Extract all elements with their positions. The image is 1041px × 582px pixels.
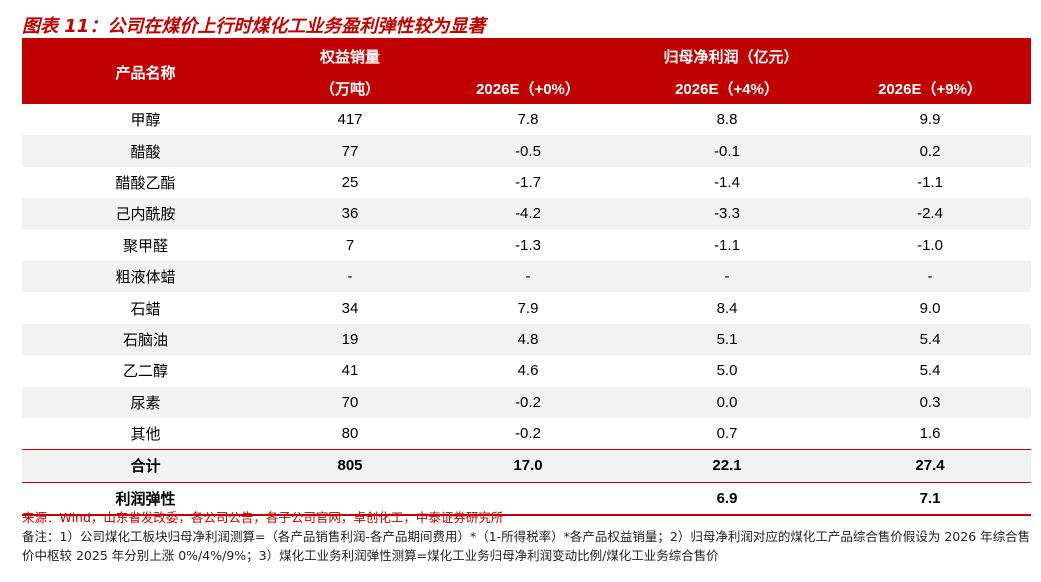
cell-s4: 5.1 — [625, 323, 829, 356]
cell-volume: 80 — [341, 425, 359, 443]
cell-s4: -3.3 — [625, 198, 829, 230]
title-rule — [22, 38, 1031, 40]
cell-s0: 4.6 — [517, 362, 539, 380]
cell-s9: 27.4 — [829, 449, 1032, 483]
cell-volume: 41 — [341, 362, 359, 380]
cell-s4: 6.9 — [625, 481, 829, 517]
cell-s0: - — [431, 260, 625, 293]
cell-s0: 7.9 — [517, 299, 539, 317]
cell-s0: 17.0 — [431, 449, 625, 483]
header-scenario-0: 2026E（+0%） — [431, 72, 625, 104]
source-note: 来源：Wind，山东省发改委，各公司公告，各子公司官网，卓创化工，中泰证券研究所 — [22, 510, 504, 525]
cell-volume: 805 — [269, 449, 431, 483]
cell-s4: -1.1 — [714, 236, 740, 254]
header-scenario-4: 2026E（+4%） — [625, 72, 829, 104]
cell-s9: 0.2 — [829, 135, 1032, 167]
table-row: 石脑油 19 4.8 5.1 5.4 — [22, 323, 1032, 356]
cell-volume: 7 — [345, 236, 355, 254]
cell-volume: - — [269, 260, 431, 293]
cell-s0: -1.7 — [515, 173, 541, 191]
table-row: 己内酰胺 36 -4.2 -3.3 -2.4 — [22, 198, 1032, 230]
cell-name: 醋酸 — [22, 135, 269, 167]
cell-name: 聚甲醛 — [122, 236, 168, 255]
cell-s4: 5.0 — [716, 362, 738, 380]
cell-s9: -1.0 — [917, 236, 943, 254]
cell-volume: 34 — [341, 299, 359, 317]
cell-name: 醋酸乙酯 — [115, 173, 176, 192]
cell-s4: 8.8 — [716, 111, 738, 129]
cell-s0: -0.5 — [431, 135, 625, 167]
cell-volume — [269, 481, 431, 517]
table-row: 醋酸乙酯 25 -1.7 -1.4 -1.1 — [22, 167, 1031, 198]
header-profit-group: 归母净利润（亿元） — [431, 40, 1032, 72]
cell-s9: -1.1 — [917, 173, 943, 191]
cell-volume: 25 — [341, 173, 359, 191]
cell-s4: 8.4 — [716, 299, 738, 317]
cell-volume: 417 — [337, 111, 363, 129]
cell-volume: 70 — [269, 386, 431, 418]
cell-s9: -2.4 — [829, 198, 1032, 230]
cell-s0: -1.3 — [515, 236, 541, 254]
cell-s9: 9.0 — [919, 299, 941, 317]
cell-name: 石蜡 — [130, 299, 161, 318]
cell-volume: 19 — [269, 323, 431, 356]
cell-s0: -0.2 — [431, 386, 625, 418]
cell-s0 — [431, 481, 625, 517]
table-row: 甲醇 417 7.8 8.8 9.9 — [22, 104, 1031, 135]
footer: 来源：Wind，山东省发改委，各公司公告，各子公司官网，卓创化工，中泰证券研究所… — [22, 508, 1032, 565]
cell-name: 尿素 — [22, 386, 269, 418]
table-row: 醋酸 77 -0.5 -0.1 0.2 — [22, 135, 1032, 167]
cell-name: 己内酰胺 — [22, 198, 269, 230]
cell-name: 石脑油 — [22, 323, 269, 356]
cell-volume: 77 — [269, 135, 431, 167]
cell-s4: 0.0 — [625, 386, 829, 418]
cell-s0: -4.2 — [431, 198, 625, 230]
cell-s0: 4.8 — [431, 323, 625, 356]
cell-s9: 1.6 — [919, 425, 941, 443]
cell-name: 利润弹性 — [22, 481, 269, 517]
cell-name: 甲醇 — [130, 111, 161, 130]
table-row: 石蜡 34 7.9 8.4 9.0 — [22, 292, 1031, 323]
figure-title: 图表 11：公司在煤价上行时煤化工业务盈利弹性较为显著 — [22, 16, 486, 37]
table-row: 其他 80 -0.2 0.7 1.6 — [22, 418, 1031, 450]
total-row: 合计 805 17.0 22.1 27.4 — [22, 449, 1032, 483]
cell-s9: 5.4 — [919, 362, 941, 380]
header-volume-unit: （万吨） — [269, 72, 431, 104]
cell-name: 合计 — [22, 449, 269, 483]
cell-s4: 22.1 — [625, 449, 829, 483]
cell-s9: 9.9 — [919, 111, 941, 129]
cell-name: 乙二醇 — [122, 362, 168, 381]
table-row: 乙二醇 41 4.6 5.0 5.4 — [22, 355, 1031, 386]
cell-name: 粗液体蜡 — [22, 260, 269, 293]
header-volume: 权益销量 — [269, 40, 431, 72]
cell-s4: -1.4 — [714, 173, 740, 191]
cell-s9: - — [829, 260, 1032, 293]
header-product: 产品名称 — [22, 40, 269, 104]
elasticity-row: 利润弹性 6.9 7.1 — [22, 481, 1032, 517]
profit-table: 产品名称 权益销量 归母净利润（亿元） （万吨） 2026E（+0%） 2026… — [22, 40, 1032, 517]
cell-s0: -0.2 — [515, 425, 541, 443]
cell-s4: 0.7 — [716, 425, 738, 443]
cell-s9: 5.4 — [829, 323, 1032, 356]
table-row: 粗液体蜡 - - - - — [22, 260, 1032, 293]
cell-s0: 7.8 — [517, 111, 539, 129]
cell-s9: 7.1 — [829, 481, 1032, 517]
table-row: 聚甲醛 7 -1.3 -1.1 -1.0 — [22, 230, 1031, 261]
header-scenario-9: 2026E（+9%） — [829, 72, 1032, 104]
cell-volume: 36 — [269, 198, 431, 230]
remark-note: 备注：1）公司煤化工板块归母净利润测算=（各产品销售利润-各产品期间费用）*（1… — [22, 529, 1031, 563]
cell-s4: - — [625, 260, 829, 293]
cell-s4: -0.1 — [625, 135, 829, 167]
cell-s9: 0.3 — [829, 386, 1032, 418]
cell-name: 其他 — [130, 425, 161, 444]
table-row: 尿素 70 -0.2 0.0 0.3 — [22, 386, 1032, 418]
